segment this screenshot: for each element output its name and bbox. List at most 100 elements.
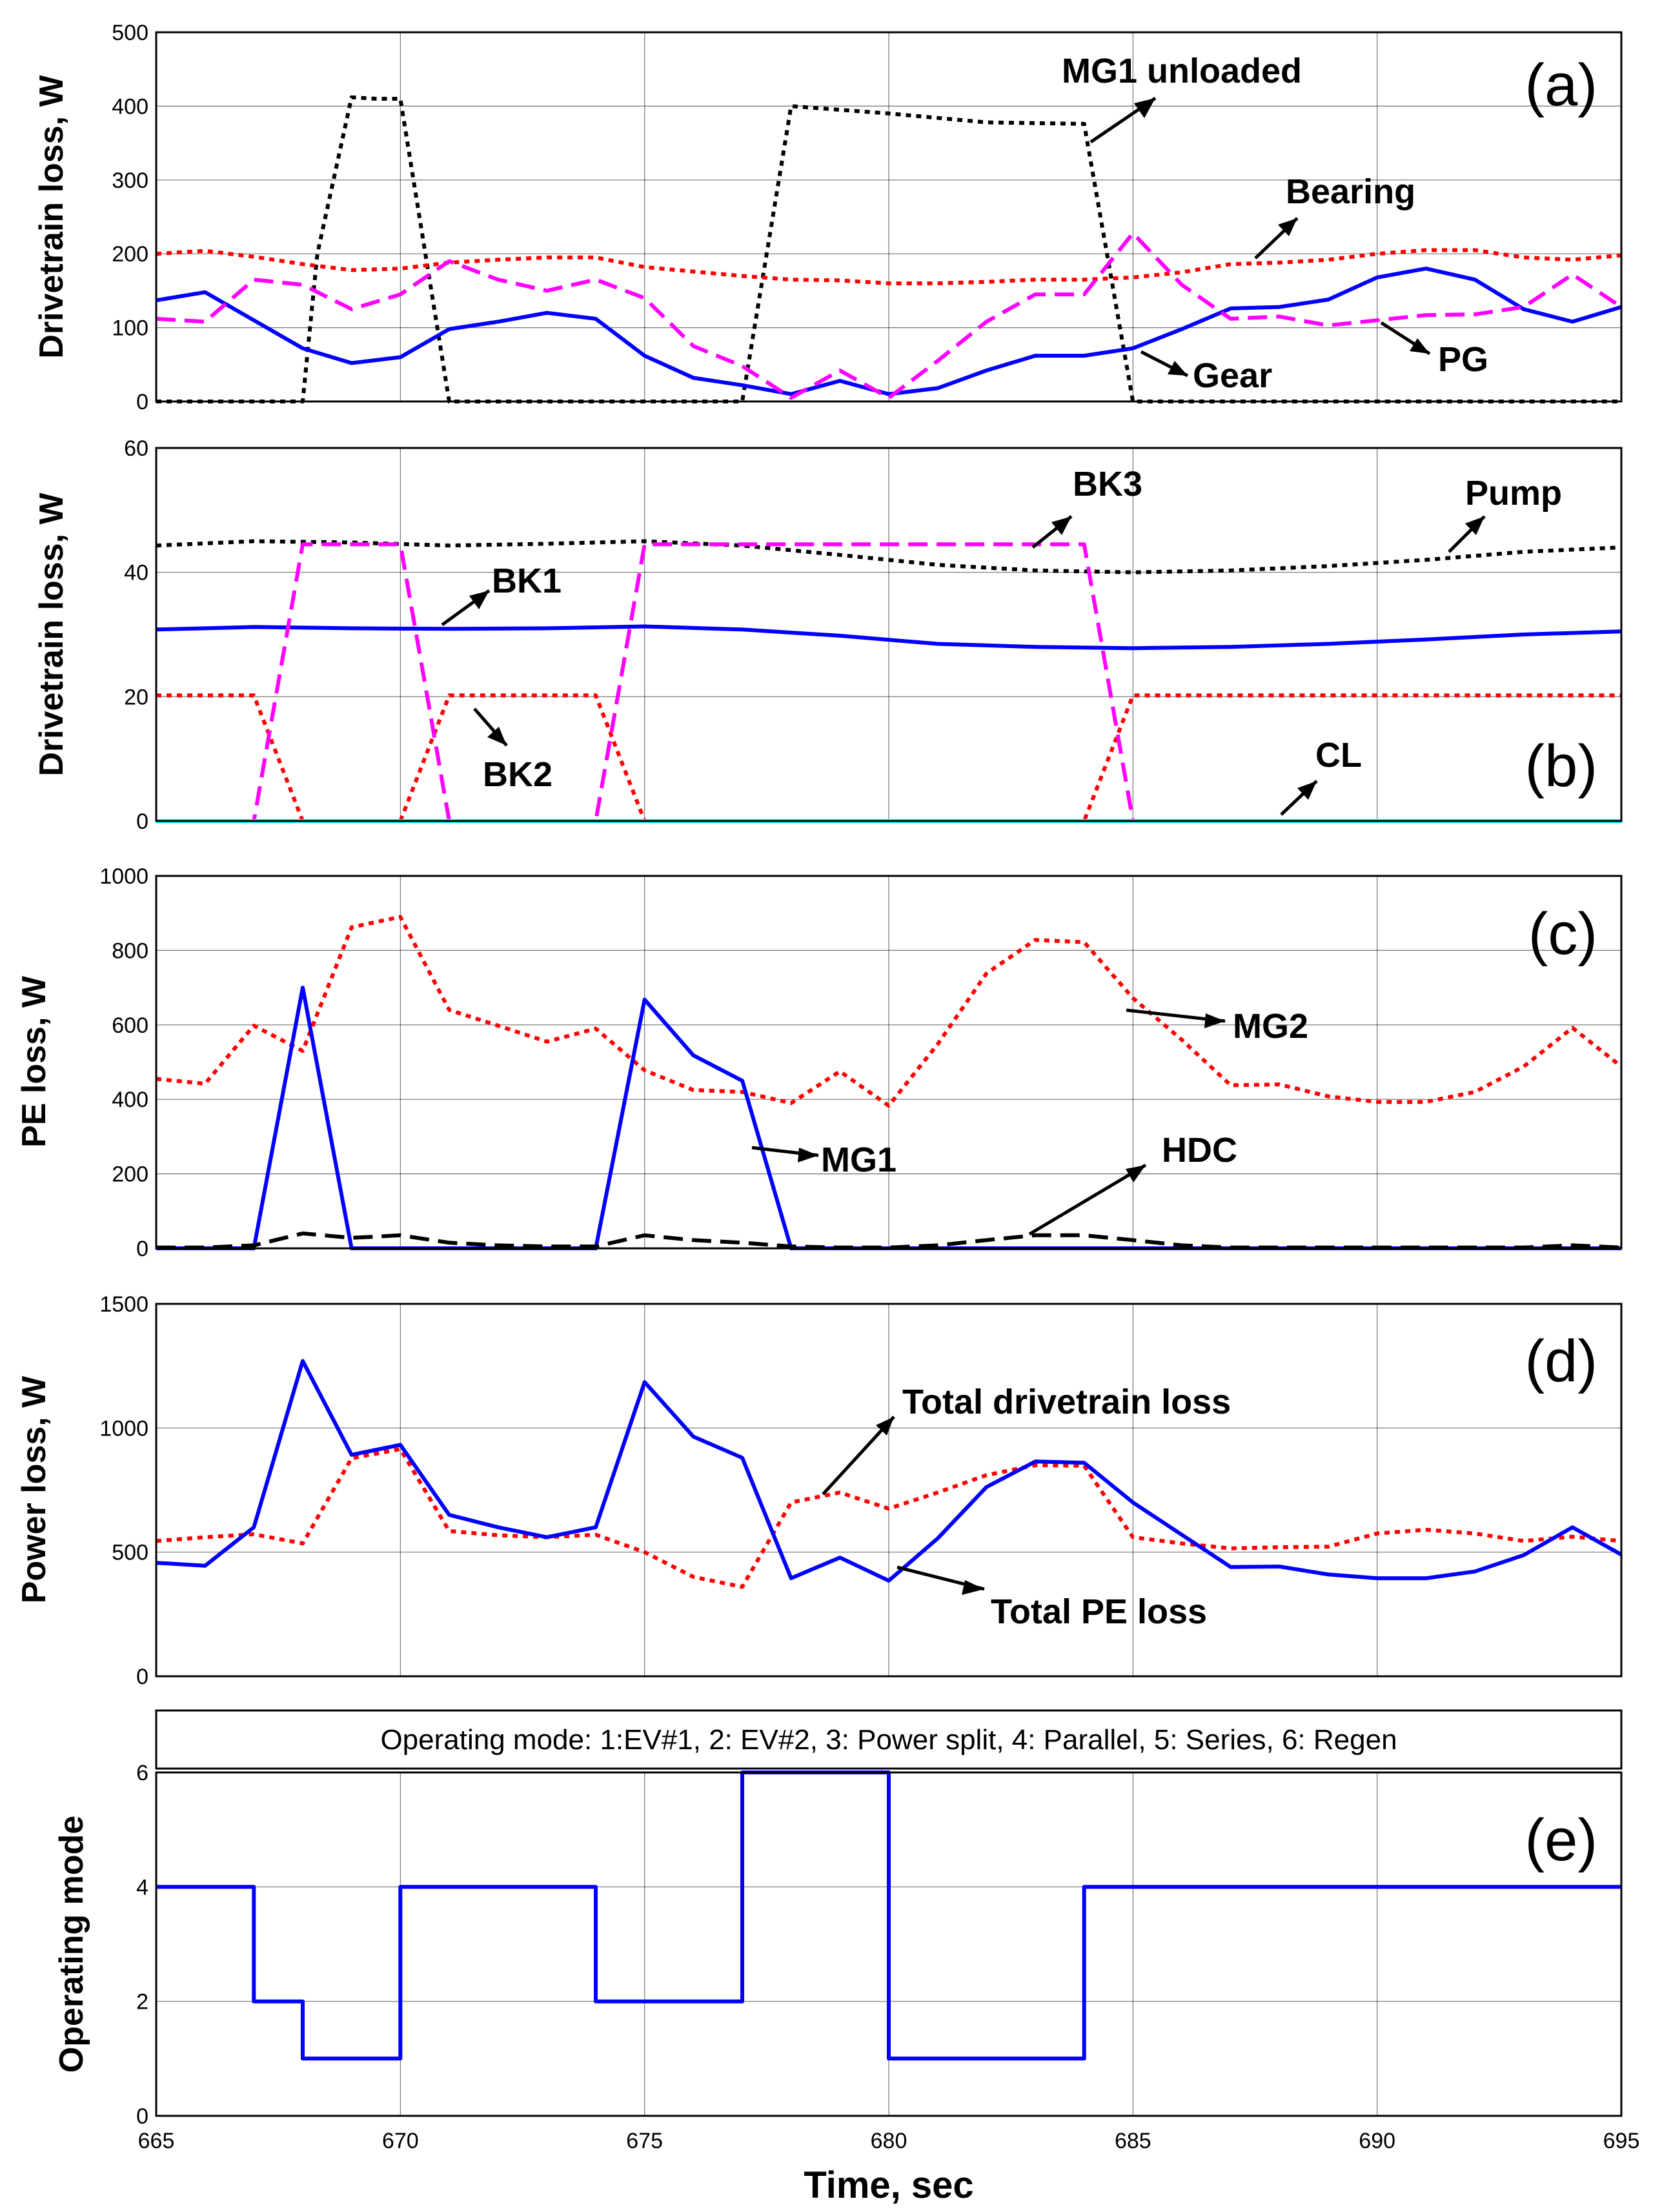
panel-c-grid <box>156 876 1621 1248</box>
x-tick-label: 695 <box>1603 2129 1640 2153</box>
x-axis-label: Time, sec <box>804 2164 973 2206</box>
series-operating-mode <box>156 1771 1621 2061</box>
panel-e-label: (e) <box>1525 1807 1597 1873</box>
panel-d-label: (d) <box>1525 1328 1597 1394</box>
arrowhead-mg2 <box>1204 1013 1225 1028</box>
panel-e-xticks: 665 670 675 680 685 690 695 <box>138 2129 1640 2153</box>
panel-c-ytick-label: 1000 <box>99 864 148 889</box>
x-tick-label: 685 <box>1115 2129 1151 2153</box>
arrowhead-bk3 <box>1051 516 1071 535</box>
annotation-cl: CL <box>1315 736 1362 775</box>
series-mg2 <box>156 915 1623 1108</box>
panel-b: 0 20 40 60 Drivetrain loss, W (b) BK3 Pump … <box>33 436 1623 834</box>
annotation-bk3: BK3 <box>1073 465 1142 503</box>
panel-c-label: (c) <box>1528 901 1597 967</box>
panel-c: 0 200 400 600 800 1000 PE loss, W (c) MG2 MG1… <box>15 864 1623 1261</box>
series-bk1 <box>156 624 1622 651</box>
panel-e-ylabel: Operating mode <box>53 1816 90 2073</box>
annotation-pg: PG <box>1438 340 1488 379</box>
panel-b-ytick-label: 20 <box>124 685 148 709</box>
panel-a-yticks: 0 100 200 300 400 500 <box>112 21 148 414</box>
banner-box <box>155 1709 1623 1770</box>
panel-c-ytick-label: 800 <box>112 939 148 963</box>
annotation-mg1: MG1 <box>821 1141 897 1179</box>
panel-e: 0 2 4 6 665 670 675 680 685 690 695 Operating mod… <box>53 1761 1639 2206</box>
annotation-bearing: Bearing <box>1286 172 1415 211</box>
panel-a-ytick-label: 100 <box>112 316 148 341</box>
annotation-bk1: BK1 <box>492 562 562 600</box>
banner-text: Operating mode: 1:EV#1, 2: EV#2, 3: Powe… <box>380 1724 1397 1756</box>
annotation-mg2: MG2 <box>1233 1007 1308 1046</box>
panel-d-ytick-label: 1500 <box>99 1292 148 1317</box>
x-tick-label: 665 <box>138 2129 175 2153</box>
annotation-hdc: HDC <box>1162 1131 1237 1170</box>
panel-a-ytick-label: 200 <box>112 242 148 267</box>
arrowhead-hdc <box>1126 1165 1146 1182</box>
panel-d-ytick-label: 1000 <box>99 1416 148 1441</box>
panel-a-grid <box>156 32 1621 401</box>
panel-b-ylabel: Drivetrain loss, W <box>33 492 70 776</box>
arrowhead-pg <box>1410 338 1430 354</box>
panel-b-frame <box>155 447 1623 822</box>
annotation-bk2: BK2 <box>483 755 552 794</box>
panel-b-ytick-label: 60 <box>124 436 148 461</box>
arrowhead-total-pe-loss <box>962 1580 984 1595</box>
panel-a-frame <box>155 31 1623 403</box>
panel-b-ytick-label: 0 <box>136 809 148 834</box>
panel-b-grid <box>156 448 1621 821</box>
panel-a-ytick-label: 0 <box>136 390 148 414</box>
panel-e-frame <box>155 1771 1623 2117</box>
arrowhead-bk2 <box>487 727 507 746</box>
panel-e-ytick-label: 6 <box>136 1761 148 1785</box>
annotation-total-drivetrain-loss: Total drivetrain loss <box>902 1383 1231 1421</box>
panel-d-series <box>156 1359 1623 1589</box>
arrowhead-mg1-unloaded <box>1134 98 1155 118</box>
series-pump <box>156 539 1622 574</box>
arrowhead-bk1 <box>469 591 489 609</box>
panel-c-ytick-label: 0 <box>136 1237 148 1261</box>
arrowhead-bearing <box>1278 218 1297 236</box>
panel-d-frame <box>155 1303 1623 1678</box>
panel-b-label: (b) <box>1525 733 1597 799</box>
x-tick-label: 670 <box>382 2129 419 2153</box>
series-mg1-unloaded <box>156 95 1621 403</box>
arrowhead-mg1 <box>798 1148 818 1162</box>
annotation-pump: Pump <box>1465 474 1562 512</box>
annotation-mg1-unloaded: MG1 unloaded <box>1062 52 1302 90</box>
panel-c-ytick-label: 200 <box>112 1162 148 1187</box>
panel-d-annotations: Total drivetrain loss Total PE loss <box>822 1383 1231 1631</box>
panel-a-ytick-label: 500 <box>112 21 148 45</box>
series-bk2 <box>156 693 1621 823</box>
panel-c-ytick-label: 600 <box>112 1013 148 1038</box>
panel-d-ylabel: Power loss, W <box>15 1375 53 1603</box>
annotation-total-pe-loss: Total PE loss <box>991 1592 1207 1631</box>
panel-d-ytick-label: 0 <box>136 1665 148 1689</box>
panel-e-series <box>156 1771 1621 2061</box>
panel-a-ylabel: Drivetrain loss, W <box>33 74 70 358</box>
panel-e-ytick-label: 0 <box>136 2104 148 2129</box>
panel-c-yticks: 0 200 400 600 800 1000 <box>99 864 148 1261</box>
series-mg1 <box>156 986 1621 1250</box>
series-total-drivetrain-loss <box>156 1447 1622 1589</box>
arrowhead-pump <box>1465 516 1485 535</box>
x-tick-label: 675 <box>626 2129 663 2153</box>
panel-e-ytick-label: 2 <box>136 1990 148 2014</box>
panel-b-annotations: BK3 Pump BK1 BK2 CL <box>441 465 1562 816</box>
panel-d-yticks: 0 500 1000 1500 <box>99 1292 148 1689</box>
panel-a-ytick-label: 300 <box>112 168 148 193</box>
panel-c-frame <box>155 875 1623 1250</box>
panel-e-ytick-label: 4 <box>136 1875 148 1900</box>
panel-c-ytick-label: 400 <box>112 1088 148 1112</box>
panel-b-yticks: 0 20 40 60 <box>124 436 148 834</box>
panel-a-ytick-label: 400 <box>112 94 148 119</box>
series-pg <box>156 231 1623 400</box>
x-tick-label: 680 <box>871 2129 907 2153</box>
panel-a-annotations: MG1 unloaded Bearing Gear PG <box>1062 52 1488 395</box>
series-total-pe-loss <box>156 1359 1623 1583</box>
arrow-hdc <box>1028 1163 1147 1236</box>
panel-d-ytick-label: 500 <box>112 1541 148 1565</box>
arrowhead-gear <box>1168 361 1188 376</box>
panel-c-annotations: MG2 MG1 HDC <box>751 1007 1308 1236</box>
